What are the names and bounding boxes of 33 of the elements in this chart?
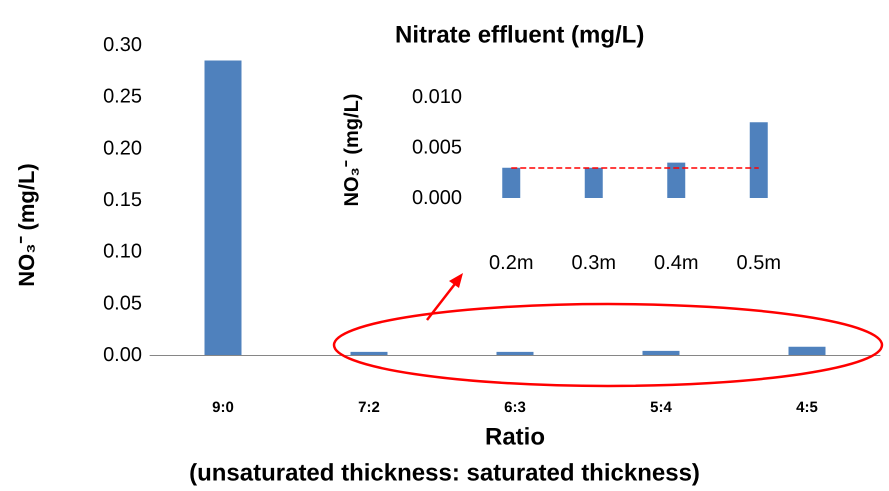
bar <box>750 122 768 198</box>
chart-title: Nitrate effluent (mg/L) <box>395 22 644 48</box>
x-tick-label: 0.4m <box>654 252 698 274</box>
y-tick-label: 0.000 <box>412 187 462 209</box>
x-tick-label: 0.5m <box>736 252 781 274</box>
bar <box>584 168 603 198</box>
y-tick-label: 0.005 <box>412 136 462 158</box>
bar <box>667 162 686 198</box>
y-tick-label: 0.05 <box>103 292 142 314</box>
y-tick-label: 0.20 <box>103 137 142 160</box>
y-tick-label: 0.10 <box>103 240 142 263</box>
y-tick-label: 0.00 <box>103 344 142 366</box>
bar <box>204 60 242 355</box>
x-tick-label: 4:5 <box>796 399 818 416</box>
y-tick-label: 0.15 <box>103 189 142 211</box>
x-tick-label: 7:2 <box>358 399 380 416</box>
bar <box>496 352 534 355</box>
y-tick-label: 0.010 <box>412 86 462 108</box>
y-axis-title: NO₃⁻ (mg/L) <box>14 163 39 287</box>
x-tick-label: 0.2m <box>489 252 534 274</box>
bar <box>502 168 520 198</box>
x-tick-label: 9:0 <box>212 399 234 416</box>
x-axis-title: Ratio <box>485 424 545 450</box>
x-tick-label: 5:4 <box>650 399 672 416</box>
bar <box>642 350 680 355</box>
text: (unsaturated thickness: saturated thickness) <box>189 460 700 486</box>
y-axis-title: NO₃⁻ (mg/L) <box>341 94 363 206</box>
y-tick-label: 0.30 <box>103 34 142 56</box>
bar <box>788 346 826 355</box>
y-tick-label: 0.25 <box>103 86 142 108</box>
x-tick-label: 0.3m <box>572 252 616 274</box>
bar <box>350 352 388 355</box>
x-tick-label: 6:3 <box>504 399 526 416</box>
